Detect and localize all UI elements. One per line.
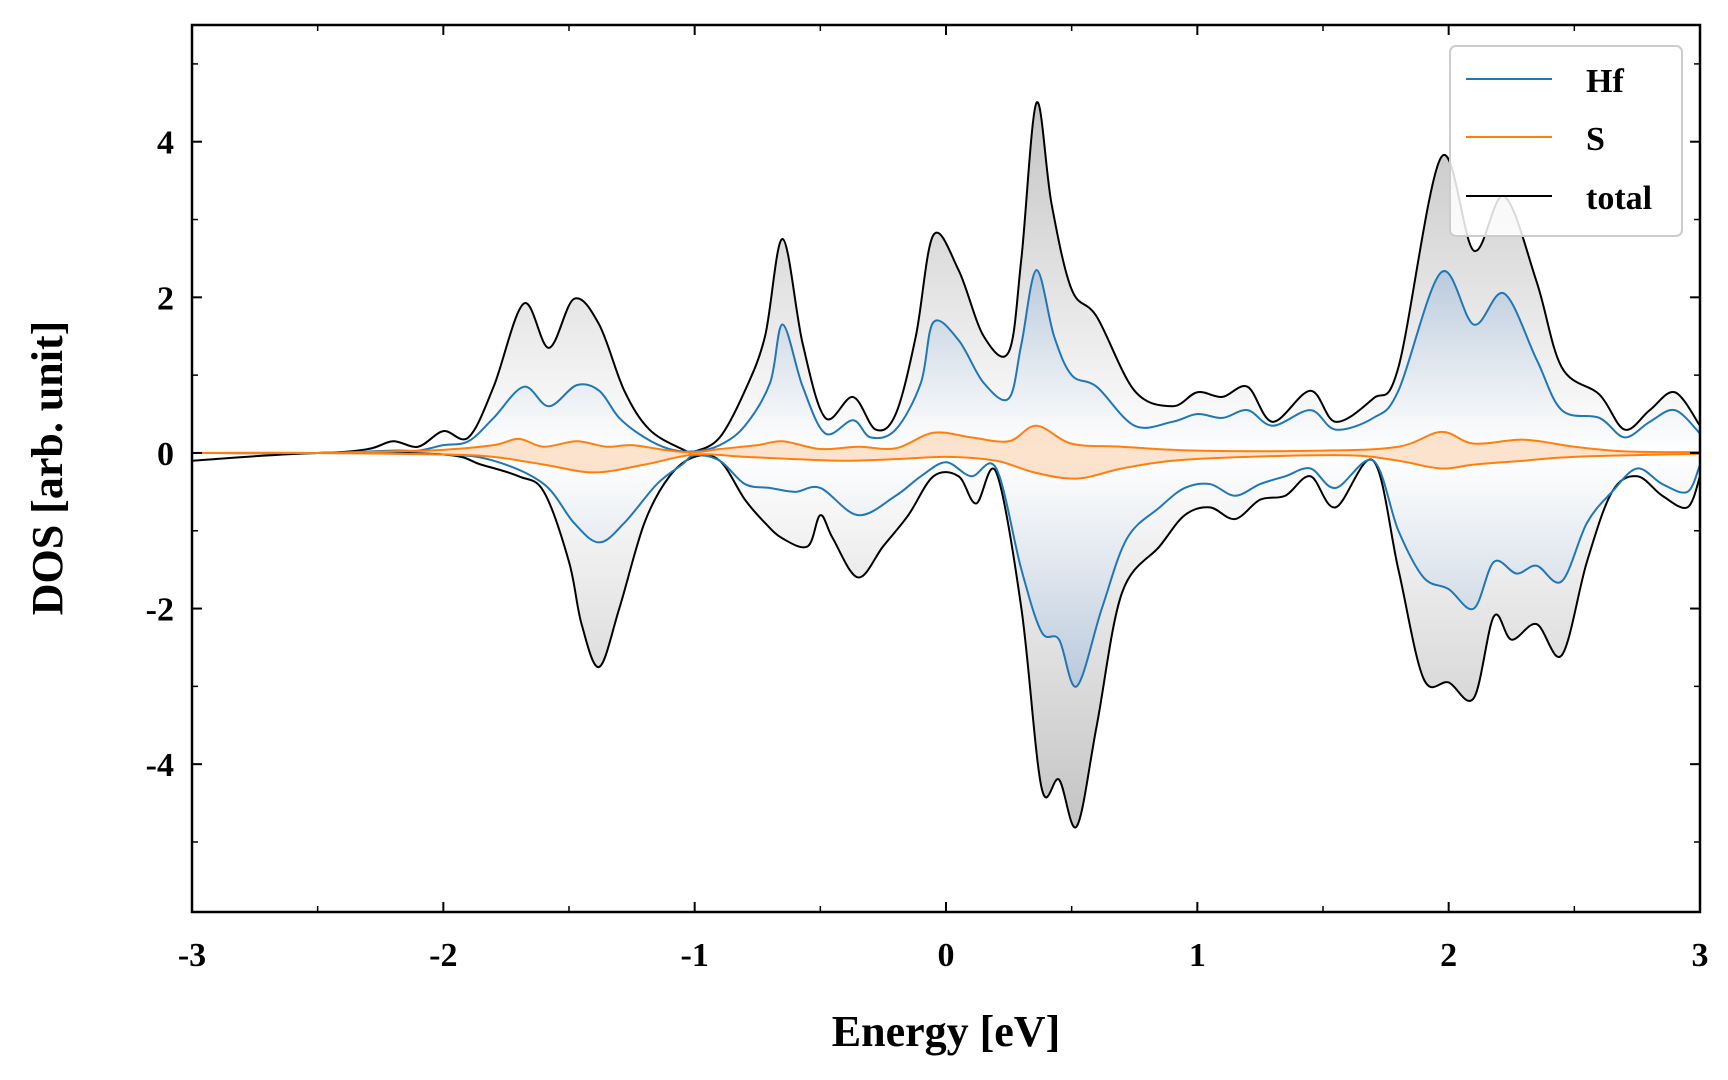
- x-tick-label: 2: [1440, 937, 1457, 974]
- area-fills: [192, 102, 1700, 828]
- series-lines: [192, 101, 1700, 829]
- x-axis: -3 -2 -1 0 1 2 3: [178, 25, 1709, 974]
- x-tick-label: 1: [1189, 937, 1206, 974]
- line-hf-up: [192, 269, 1700, 455]
- line-s-up: [192, 424, 1700, 455]
- x-tick-label: -3: [178, 937, 206, 974]
- legend: Hf S total: [1449, 45, 1683, 237]
- y-tick-label: 2: [157, 280, 174, 317]
- fill-s-down: [192, 452, 1700, 479]
- y-axis-title: DOS [arb. unit]: [23, 321, 72, 616]
- x-tick-label: -1: [681, 937, 709, 974]
- y-tick-label: -2: [146, 592, 174, 629]
- fill-total-up: [192, 102, 1700, 454]
- x-tick-label: 0: [938, 937, 955, 974]
- y-tick-label: 0: [157, 436, 174, 473]
- line-total-up: [192, 101, 1700, 455]
- y-tick-label: -4: [146, 747, 174, 784]
- x-tick-label: -2: [429, 937, 457, 974]
- x-axis-title: Energy [eV]: [832, 1007, 1061, 1056]
- legend-label-hf: Hf: [1586, 63, 1624, 100]
- line-s-down: [192, 451, 1700, 480]
- legend-label-total: total: [1586, 180, 1652, 217]
- fill-hf-down: [192, 452, 1700, 687]
- fill-hf-up: [192, 270, 1700, 454]
- fill-s-up: [192, 425, 1700, 454]
- legend-box: [1449, 45, 1683, 237]
- y-axis: -4 -2 0 2 4: [146, 63, 1700, 843]
- y-tick-label: 4: [157, 125, 174, 162]
- line-total-down: [192, 451, 1700, 829]
- legend-label-s: S: [1586, 121, 1605, 158]
- line-hf-down: [192, 451, 1700, 688]
- fill-total-down: [192, 452, 1700, 828]
- x-tick-label: 3: [1692, 937, 1709, 974]
